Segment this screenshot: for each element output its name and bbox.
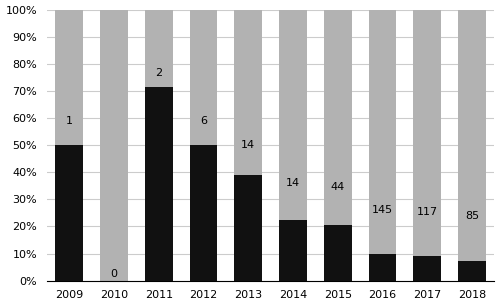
Text: 85: 85 <box>465 211 479 221</box>
Bar <box>414 9 441 256</box>
Text: 14: 14 <box>286 177 300 188</box>
Text: 145: 145 <box>372 205 393 215</box>
Bar <box>458 9 486 261</box>
Text: 1: 1 <box>66 116 73 126</box>
Bar <box>56 145 83 281</box>
Bar <box>368 254 396 281</box>
Bar <box>190 145 218 281</box>
Bar <box>279 9 307 220</box>
Bar <box>324 226 351 281</box>
Bar <box>56 9 83 145</box>
Bar <box>234 175 262 281</box>
Bar <box>145 87 172 281</box>
Bar <box>190 9 218 145</box>
Bar <box>279 220 307 281</box>
Text: 44: 44 <box>330 182 345 192</box>
Bar <box>145 9 172 87</box>
Text: 6: 6 <box>200 116 207 126</box>
Text: 0: 0 <box>110 269 117 279</box>
Bar <box>100 9 128 281</box>
Bar <box>414 256 441 281</box>
Bar <box>368 9 396 254</box>
Text: 14: 14 <box>241 140 256 151</box>
Bar <box>324 9 351 226</box>
Text: 117: 117 <box>417 207 438 217</box>
Bar <box>234 9 262 175</box>
Text: 2: 2 <box>155 68 162 78</box>
Bar <box>458 261 486 281</box>
